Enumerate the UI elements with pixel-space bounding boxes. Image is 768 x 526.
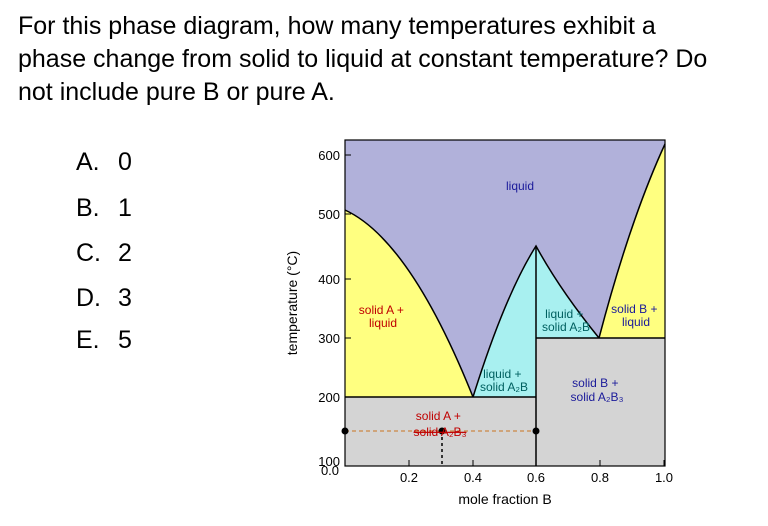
option-a[interactable]: A. 0: [76, 147, 132, 177]
label-solid-b-compound: solid B + solid A₂B₃: [571, 376, 624, 404]
option-value: 3: [118, 284, 132, 312]
x-tick-label: 0.4: [464, 470, 482, 485]
point-right: [532, 427, 540, 435]
plot-frame: [344, 139, 666, 467]
label-liquid: liquid: [506, 179, 534, 193]
option-value: 1: [118, 194, 132, 222]
question-line: For this phase diagram, how many tempera…: [18, 12, 656, 40]
label-liquid-compound-left: liquid + solid A₂B: [480, 367, 528, 394]
y-axis-label: temperature (°C): [284, 251, 300, 355]
label-liquid-compound-right: liquid + solid A₂B: [542, 307, 590, 334]
x-tick-label: 0.0: [321, 463, 339, 478]
option-value: 2: [118, 239, 132, 267]
label-solid-a-compound: solid A + solid A₂B₃: [414, 409, 467, 439]
y-tick-label: 300: [318, 331, 340, 346]
label-solid-a-liquid: solid A + liquid: [359, 303, 407, 330]
label-solid-b-liquid: solid B + liquid: [611, 302, 661, 329]
option-c[interactable]: C. 2: [76, 238, 132, 268]
region-solid-b-liquid: [599, 144, 665, 338]
y-tick-label: 600: [318, 148, 340, 163]
x-tick-label: 0.2: [400, 470, 418, 485]
question-line: not include pure B or pure A.: [18, 78, 335, 106]
x-axis-ticks: [344, 460, 665, 466]
y-tick-label: 200: [318, 390, 340, 405]
option-letter: B.: [76, 194, 100, 222]
option-letter: C.: [76, 239, 101, 267]
option-value: 5: [118, 326, 132, 354]
y-tick-label: 400: [318, 272, 340, 287]
y-tick-label: 100: [318, 454, 340, 469]
y-axis-ticks: [345, 154, 351, 467]
liquidus-left: [344, 209, 474, 398]
option-value: 0: [118, 148, 132, 176]
x-tick-label: 0.6: [527, 470, 545, 485]
option-letter: A.: [76, 148, 100, 176]
x-tick-label: 1.0: [655, 470, 673, 485]
liquidus-right: [598, 143, 666, 339]
option-b[interactable]: B. 1: [76, 193, 132, 223]
y-tick-label: 500: [318, 207, 340, 222]
question-text: For this phase diagram, how many tempera…: [18, 10, 758, 109]
option-d[interactable]: D. 3: [76, 283, 132, 313]
region-solid-a-liquid: [345, 210, 473, 397]
option-letter: E.: [76, 326, 100, 354]
option-e[interactable]: E. 5: [76, 325, 132, 355]
point-middle: [438, 427, 446, 435]
region-two-solid-right: [536, 338, 665, 466]
question-line: phase change from solid to liquid at con…: [18, 45, 708, 73]
x-axis-label: mole fraction B: [458, 491, 551, 507]
option-letter: D.: [76, 284, 101, 312]
x-tick-label: 0.8: [591, 470, 609, 485]
